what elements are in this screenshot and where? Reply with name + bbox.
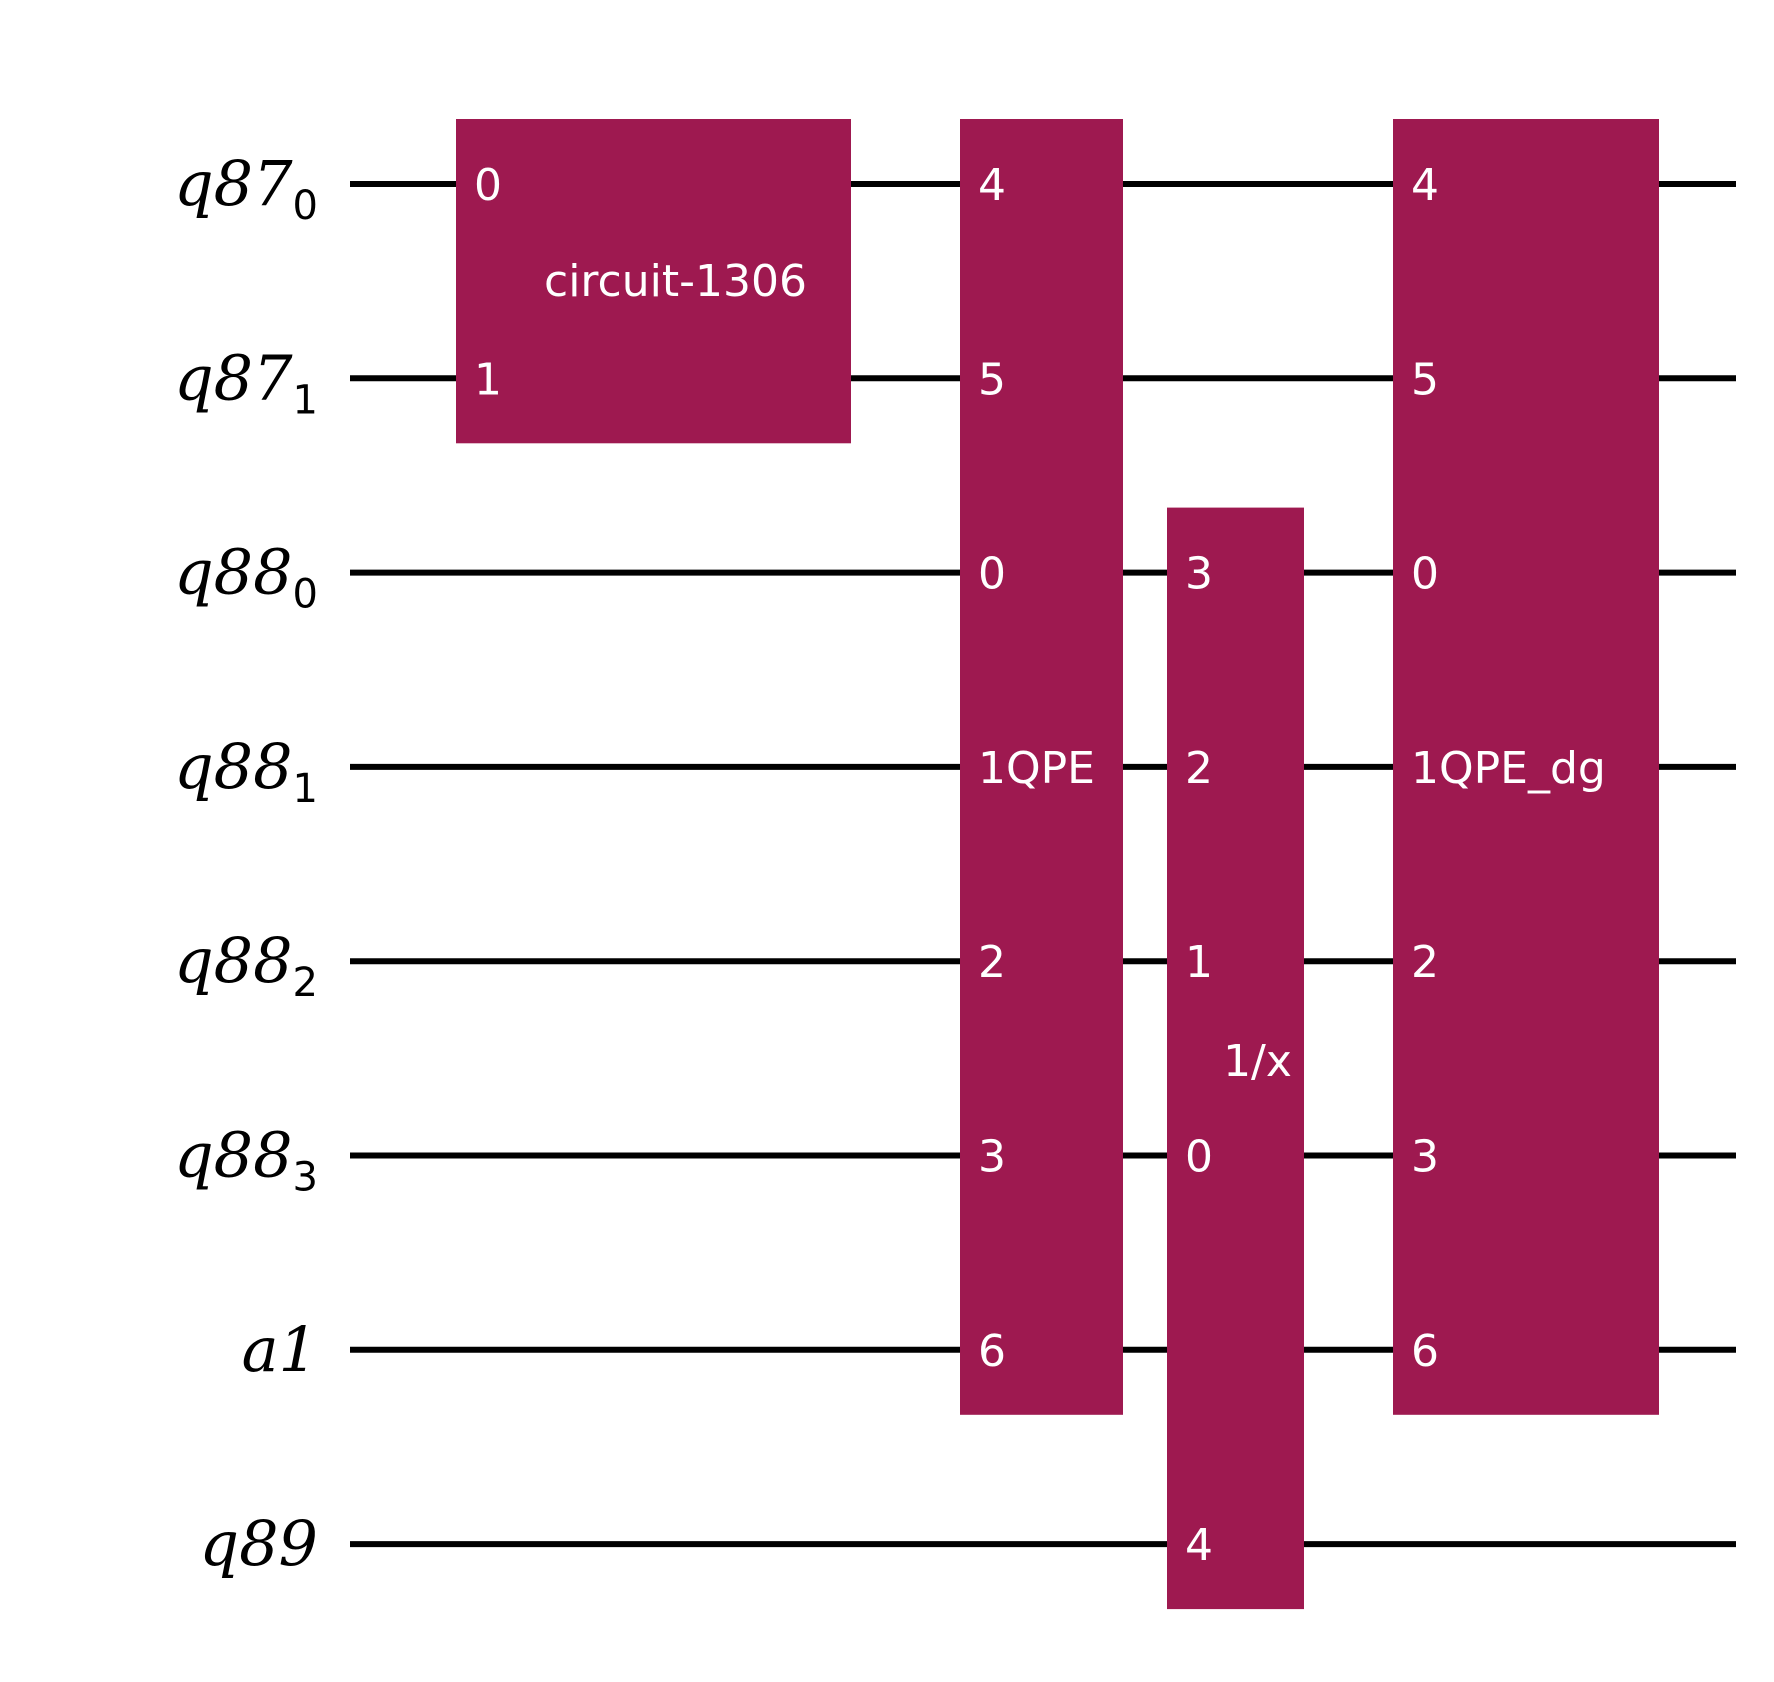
register-subscript: 1 <box>293 766 318 812</box>
gate-name: circuit-1306 <box>544 256 807 307</box>
pin-index: 0 <box>474 160 502 211</box>
gate-pin-label: 0 <box>474 160 502 211</box>
gates-layer: 01circuit-13064501QPE236321041/x4501QPE_… <box>456 119 1659 1610</box>
register-subscript: 1 <box>293 377 318 423</box>
register-name: a1 <box>242 1313 318 1386</box>
gate-box <box>960 119 1123 1415</box>
gate-name: 1/x <box>1223 1036 1292 1087</box>
gate-pin-label: 0 <box>1411 549 1439 600</box>
register-label: a1 <box>242 1313 318 1386</box>
gate-pin-label: 1QPE <box>978 743 1095 794</box>
gate-block: 0 1 circuit-1306 <box>456 119 851 444</box>
pin-index: 1 <box>474 354 502 405</box>
gate-box <box>1393 119 1659 1415</box>
register-name: q89 <box>199 1507 318 1580</box>
register-label: q881 <box>174 730 318 812</box>
pin-index: 5 <box>1411 354 1439 405</box>
pin-index: 4 <box>978 160 1006 211</box>
register-name: q88 <box>174 536 293 609</box>
gate-pin-label: 1 <box>1185 937 1213 988</box>
gate-name: QPE <box>1006 743 1095 794</box>
register-name: q87 <box>174 341 293 414</box>
pin-index: 1 <box>978 743 1006 794</box>
gate-pin-label: 3 <box>1185 549 1213 600</box>
gate-box <box>456 119 851 444</box>
register-subscript: 0 <box>293 572 318 618</box>
gate-pin-label: 6 <box>1411 1326 1439 1377</box>
pin-index: 3 <box>978 1132 1006 1183</box>
gate-box <box>1167 507 1304 1610</box>
register-label: q882 <box>174 924 318 1006</box>
register-label: q871 <box>174 341 318 423</box>
pin-index: 0 <box>1411 549 1439 600</box>
pin-index: 5 <box>978 354 1006 405</box>
pin-index: 4 <box>1411 160 1439 211</box>
gate-pin-label: 6 <box>978 1326 1006 1377</box>
pin-index: 0 <box>1185 1132 1213 1183</box>
pin-index: 6 <box>978 1326 1006 1377</box>
register-name: q88 <box>174 1119 293 1192</box>
register-subscript: 2 <box>293 960 318 1006</box>
pin-index: 6 <box>1411 1326 1439 1377</box>
gate-pin-label: 3 <box>1411 1132 1439 1183</box>
register-name: q88 <box>174 924 293 997</box>
gate-pin-label: 2 <box>978 937 1006 988</box>
register-label: q880 <box>174 536 318 618</box>
pin-index: 2 <box>1185 743 1213 794</box>
gate-pin-label: 4 <box>978 160 1006 211</box>
gate-pin-label: 4 <box>1185 1520 1213 1571</box>
pin-index: 2 <box>978 937 1006 988</box>
register-label: q870 <box>174 147 318 229</box>
register-label: q89 <box>199 1507 318 1580</box>
gate-block: 3 2 1 0 4 1/x <box>1167 507 1304 1610</box>
pin-index: 3 <box>1411 1132 1439 1183</box>
gate-pin-label: 5 <box>978 354 1006 405</box>
gate-pin-label: 2 <box>1411 937 1439 988</box>
gate-pin-label: 5 <box>1411 354 1439 405</box>
gate-pin-label: 1 <box>474 354 502 405</box>
pin-index: 4 <box>1185 1520 1213 1571</box>
gate-pin-label: 4 <box>1411 160 1439 211</box>
pin-index: 2 <box>1411 937 1439 988</box>
pin-index: 0 <box>978 549 1006 600</box>
gate-name: QPE_dg <box>1439 743 1606 794</box>
gate-pin-label: 0 <box>1185 1132 1213 1183</box>
gate-pin-label: 1QPE_dg <box>1411 743 1606 794</box>
register-label: q883 <box>174 1119 318 1201</box>
register-name: q87 <box>174 147 293 220</box>
register-name: q88 <box>174 730 293 803</box>
gate-block: 4 5 0 1QPE_dg 2 3 6 <box>1393 119 1659 1415</box>
register-subscript: 3 <box>293 1155 318 1201</box>
pin-index: 1 <box>1411 743 1439 794</box>
gate-pin-label: 0 <box>978 549 1006 600</box>
gate-block: 4 5 0 1QPE 2 3 6 <box>960 119 1123 1415</box>
register-subscript: 0 <box>293 183 318 229</box>
pin-index: 3 <box>1185 549 1213 600</box>
pin-index: 1 <box>1185 937 1213 988</box>
gate-pin-label: 3 <box>978 1132 1006 1183</box>
gate-pin-label: 2 <box>1185 743 1213 794</box>
